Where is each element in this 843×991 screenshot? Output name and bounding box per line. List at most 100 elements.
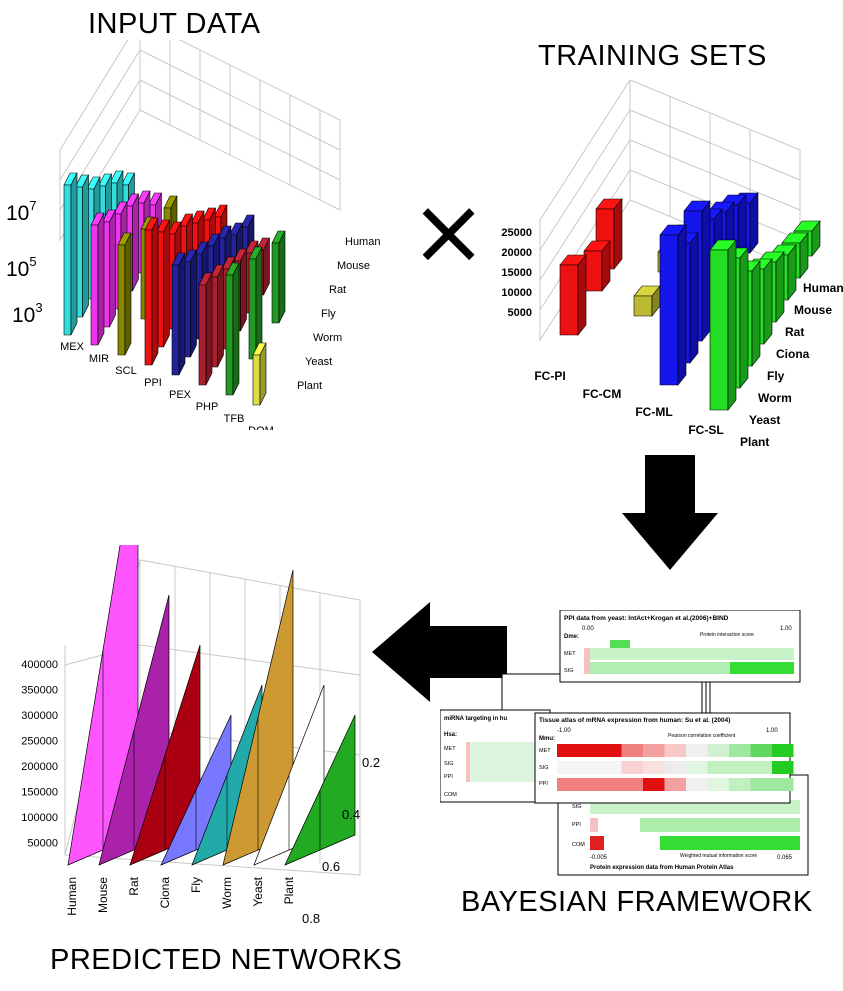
- heatmap-cell: [750, 761, 772, 774]
- input-bar: [144, 217, 159, 366]
- row-label: MET: [539, 748, 551, 754]
- training-bar: [659, 224, 687, 386]
- predicted-x-label: Plant: [282, 876, 296, 904]
- input-bar: [210, 264, 224, 368]
- input-x-label: PHP: [196, 401, 219, 413]
- heatmap-cell: [707, 744, 729, 757]
- panel-organism: Dme:: [564, 634, 579, 640]
- input-bar: [225, 262, 240, 396]
- heatmap-cell: [643, 778, 665, 791]
- predicted-z-tick: 0.4: [342, 807, 360, 822]
- row-label: MET: [444, 746, 456, 752]
- row-label: COM: [572, 842, 585, 848]
- row-label: SIG: [444, 761, 453, 767]
- row-label: SIG: [572, 804, 581, 810]
- predicted-y-tick: 350000: [21, 685, 58, 697]
- training-x-label: FC-PI: [534, 369, 565, 383]
- scale-min: 0.00: [582, 626, 594, 632]
- training-x-label: FC-CM: [583, 387, 622, 401]
- predicted-x-label: Ciona: [158, 877, 172, 909]
- panel-caption: Protein expression data from Human Prote…: [590, 865, 734, 871]
- heatmap-cell: [600, 778, 622, 791]
- ppi-yeast-panel: PPI data from yeast: IntAct+Krogan et al…: [559, 610, 801, 683]
- panel-organism: Hsa:: [444, 732, 457, 738]
- heatmap-cell: [686, 744, 708, 757]
- row-label: PPI: [539, 781, 548, 787]
- tissue-atlas-panel: Tissue atlas of mRNA expression from hum…: [534, 712, 794, 804]
- training-sets-chart: 25000 20000 15000 10000 5000 FC-PI FC-CM FC-ML…: [501, 80, 843, 449]
- heatmap-cell: [729, 778, 751, 791]
- heatmap-cell: [643, 761, 665, 774]
- input-bar: [117, 232, 132, 356]
- heatmap-cell: [707, 761, 729, 774]
- training-y-tick: 20000: [501, 247, 532, 259]
- bayesian-framework-title: BAYESIAN FRAMEWORK: [461, 886, 813, 918]
- scale-min: -0.005: [590, 855, 608, 861]
- heatmap-cell: [686, 761, 708, 774]
- predicted-z-tick: 0.8: [302, 911, 320, 926]
- predicted-z-tick: 0.2: [362, 755, 380, 770]
- heatmap-cell: [643, 744, 665, 757]
- heatmap-cell: [557, 744, 579, 757]
- heatmap-cell: [772, 761, 794, 774]
- input-x-label: PEX: [169, 389, 192, 401]
- heatmap-cell: [557, 778, 579, 791]
- training-z-label: Fly: [767, 369, 785, 383]
- predicted-y-tick: 250000: [21, 736, 58, 748]
- heatmap-cell: [578, 761, 600, 774]
- input-y-tick: 107: [6, 198, 37, 225]
- training-z-label: Ciona: [776, 347, 810, 361]
- heatmap-cell: [664, 761, 686, 774]
- input-bar: [102, 209, 116, 328]
- predicted-networks-title: PREDICTED NETWORKS: [50, 944, 403, 976]
- predicted-y-tick: 100000: [21, 812, 58, 824]
- input-y-tick: 105: [6, 254, 37, 281]
- training-bar: [709, 239, 737, 411]
- scale-label: Protein interaction score: [700, 632, 754, 638]
- input-bar: [271, 230, 286, 324]
- heatmap-cell: [707, 778, 729, 791]
- heatmap-cell: [557, 761, 579, 774]
- heatmap-cell: [664, 744, 686, 757]
- training-z-label: Mouse: [794, 303, 832, 317]
- panel-title: Tissue atlas of mRNA expression from hum…: [539, 717, 730, 724]
- predicted-y-tick: 300000: [21, 710, 58, 722]
- training-bar: [583, 240, 611, 292]
- heatmap-cell: [729, 761, 751, 774]
- training-z-label: Rat: [785, 325, 804, 339]
- predicted-y-tick: 150000: [21, 787, 58, 799]
- input-x-label: SCL: [115, 365, 136, 377]
- row-label: PPI: [444, 774, 453, 780]
- multiply-icon: ×: [410, 178, 488, 285]
- training-bar: [633, 285, 661, 317]
- input-x-label: MEX: [60, 341, 85, 353]
- input-bar: [252, 342, 267, 406]
- training-y-tick: 25000: [501, 227, 532, 239]
- heatmap-cell: [772, 778, 794, 791]
- predicted-z-tick: 0.6: [322, 859, 340, 874]
- row-label: COM: [444, 792, 457, 798]
- input-bar: [90, 212, 105, 346]
- input-z-label: Fly: [321, 308, 336, 320]
- input-bar: [248, 246, 263, 360]
- input-chart-grid: [59, 40, 341, 242]
- predicted-y-tick: 400000: [21, 659, 58, 671]
- heatmap-cell: [664, 778, 686, 791]
- arrow-down-icon: [622, 455, 718, 570]
- training-x-label: FC-SL: [688, 423, 723, 437]
- heatmap-cell: [600, 744, 622, 757]
- scale-label: Pearson correlation coefficient: [668, 733, 736, 739]
- input-bar: [198, 272, 213, 386]
- panel-title: PPI data from yeast: IntAct+Krogan et al…: [564, 615, 729, 622]
- predicted-x-label: Rat: [127, 876, 141, 895]
- scale-max: 0.065: [777, 855, 793, 861]
- training-z-label: Yeast: [749, 413, 780, 427]
- input-z-label: Rat: [329, 284, 346, 296]
- row-label: SIG: [539, 765, 548, 771]
- training-z-label: Worm: [758, 391, 792, 405]
- input-bar: [75, 174, 89, 318]
- input-y-axis: 107 105 103: [6, 198, 43, 327]
- row-label: PPI: [572, 822, 581, 828]
- input-z-label: Worm: [313, 332, 342, 344]
- mirna-panel: miRNA targeting in hu Hsa: MET SIG PPI C…: [440, 709, 551, 803]
